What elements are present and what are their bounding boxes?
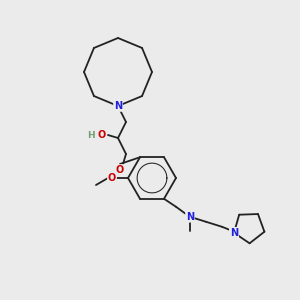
Text: H: H: [87, 130, 95, 140]
Text: O: O: [98, 130, 106, 140]
Text: N: N: [230, 228, 238, 238]
Text: O: O: [108, 173, 116, 183]
Text: O: O: [116, 165, 124, 175]
Text: N: N: [114, 101, 122, 111]
Text: N: N: [230, 228, 238, 238]
Text: N: N: [186, 212, 194, 222]
